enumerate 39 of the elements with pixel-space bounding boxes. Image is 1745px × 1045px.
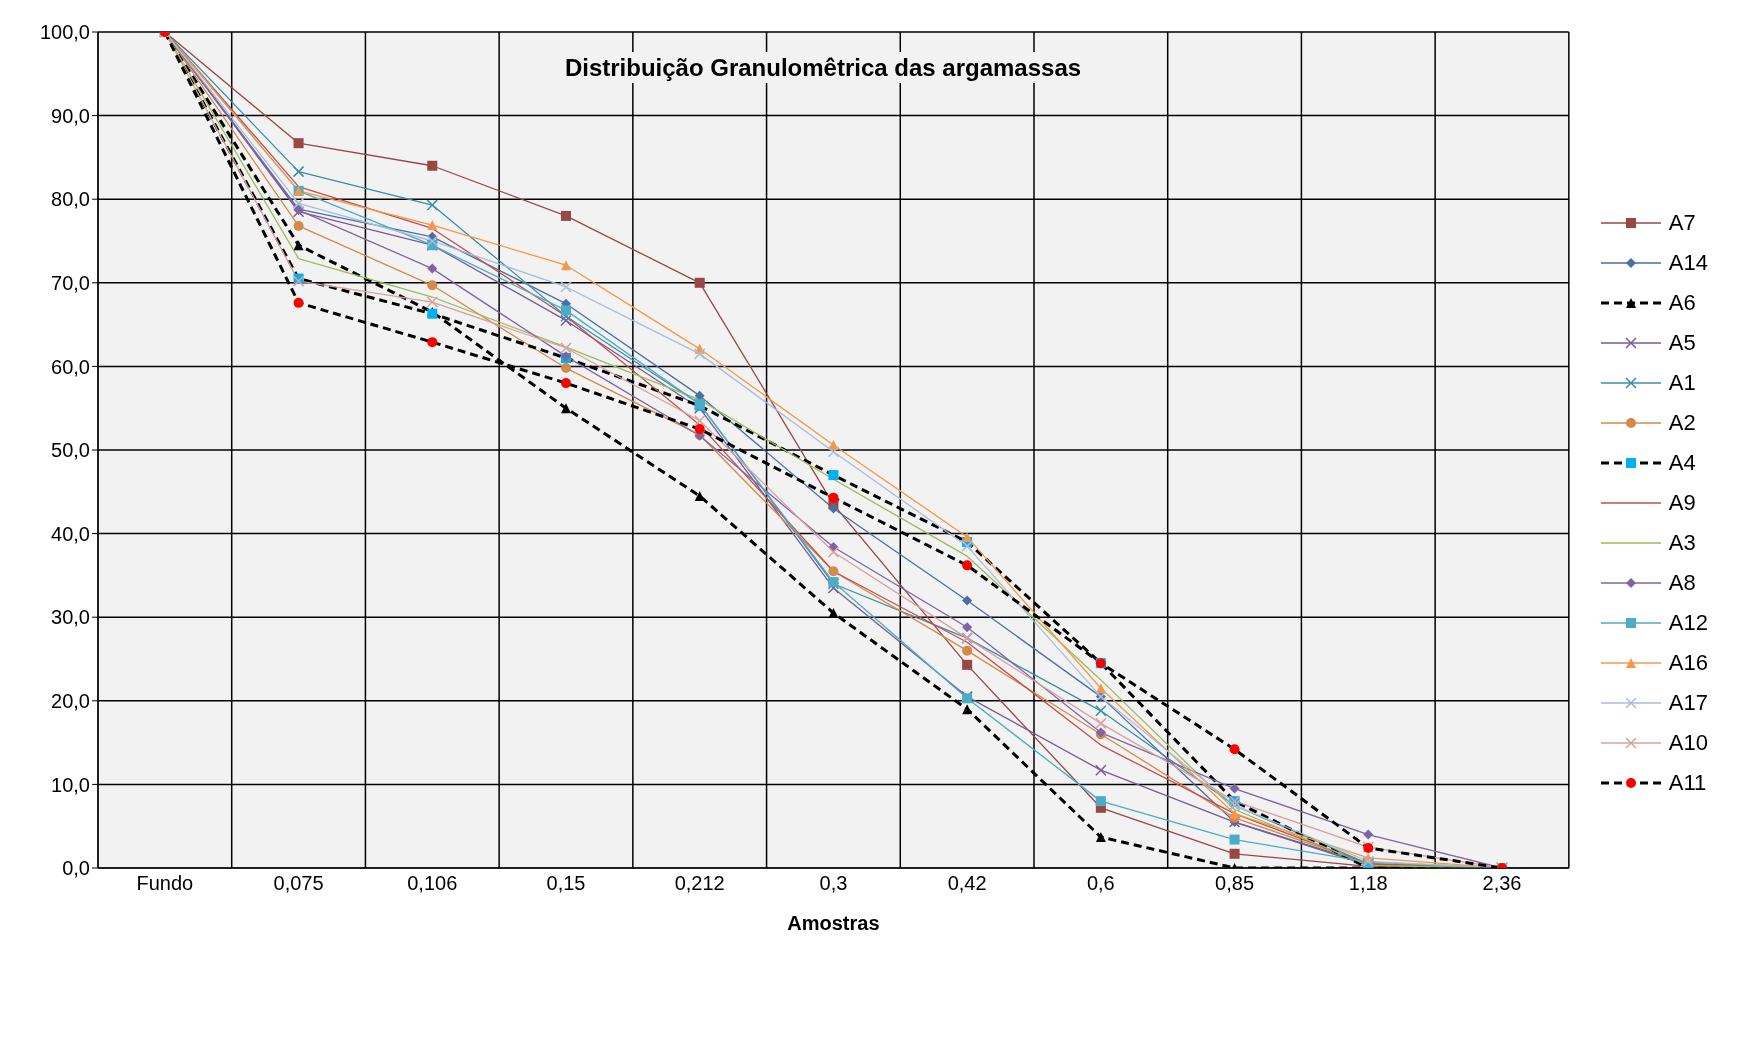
x-axis-title: Amostras <box>787 912 880 934</box>
legend-label: A2 <box>1668 410 1696 436</box>
legend-label: A17 <box>1668 690 1708 716</box>
y-tick-label: 40,0 <box>51 522 90 545</box>
x-tick-label: 0,6 <box>1086 872 1115 895</box>
x-tick-label: 0,15 <box>546 872 586 895</box>
legend-label: A9 <box>1668 490 1696 516</box>
x-tick-label: 2,36 <box>1482 872 1522 895</box>
legend-label: A4 <box>1668 450 1696 476</box>
x-tick-label: 0,106 <box>407 872 458 895</box>
y-tick-label: 10,0 <box>51 773 90 796</box>
x-tick-label: 0,075 <box>273 872 324 895</box>
legend-label: A8 <box>1668 570 1696 596</box>
legend-label: A12 <box>1668 610 1708 636</box>
y-tick-label: 80,0 <box>51 188 90 211</box>
legend-label: A10 <box>1668 730 1708 756</box>
y-tick-label: 50,0 <box>51 439 90 462</box>
legend-label: A7 <box>1668 210 1696 236</box>
x-tick-label: 0,3 <box>819 872 848 895</box>
y-tick-label: 90,0 <box>51 104 90 127</box>
y-tick-label: 30,0 <box>51 606 90 629</box>
x-tick-label: 1,18 <box>1348 872 1388 895</box>
x-tick-label: Fundo <box>136 872 194 895</box>
legend-label: A3 <box>1668 530 1696 556</box>
legend-label: A16 <box>1668 650 1708 676</box>
text: Distribuição Granulomêtrica das argamassas <box>558 52 1088 83</box>
x-tick-label: 0,212 <box>674 872 725 895</box>
y-tick-label: 0,0 <box>62 857 90 880</box>
y-tick-label: 70,0 <box>51 271 90 294</box>
legend-label: A5 <box>1668 330 1696 356</box>
y-tick-label: 60,0 <box>51 355 90 378</box>
x-tick-label: 0,42 <box>947 872 987 895</box>
legend-label: A6 <box>1668 290 1696 316</box>
legend-label: A1 <box>1668 370 1696 396</box>
legend-label: A11 <box>1668 770 1707 796</box>
y-tick-label: 20,0 <box>51 689 90 712</box>
x-tick-label: 0,85 <box>1215 872 1255 895</box>
y-tick-label: 100,0 <box>39 21 90 44</box>
legend-label: A14 <box>1668 250 1708 276</box>
